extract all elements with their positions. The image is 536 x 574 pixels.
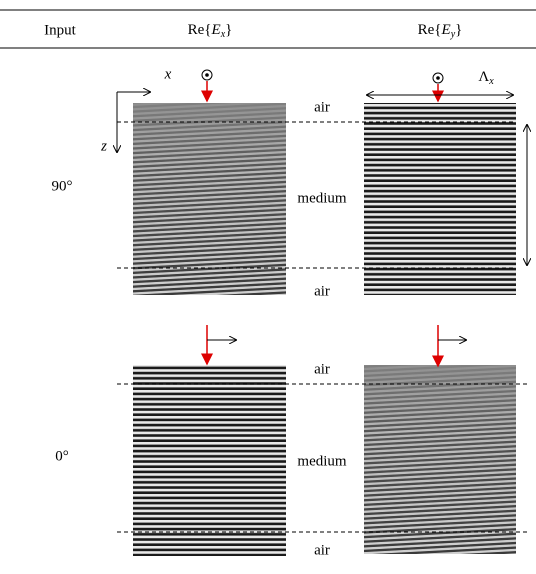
x-axis-label: x (164, 66, 172, 82)
subscript: y (450, 29, 456, 40)
out-of-plane-dot (205, 73, 209, 77)
layer-label: air (314, 542, 330, 558)
subscript: x (220, 29, 226, 40)
layer-label: air (314, 99, 330, 115)
field-image (133, 365, 286, 556)
layer-label: air (314, 283, 330, 299)
prefix: Re{ (188, 22, 212, 38)
layer-label: air (314, 361, 330, 377)
period-label: Λx (478, 69, 494, 87)
subscript: x (488, 76, 494, 87)
symbol: Λ (478, 69, 489, 85)
prefix: Re{ (418, 22, 442, 38)
out-of-plane-dot (436, 76, 440, 80)
suffix: } (225, 22, 232, 38)
symbol: E (211, 22, 221, 38)
row-label: 0° (55, 448, 69, 464)
header-ey: Re{Ey} (418, 22, 463, 40)
layer-label: medium (297, 190, 346, 206)
field-image (364, 103, 516, 295)
z-axis-label: z (100, 138, 107, 154)
row-label: 90° (52, 178, 73, 194)
header-input: Input (44, 22, 76, 38)
header-ex: Re{Ex} (188, 22, 233, 40)
suffix: } (455, 22, 462, 38)
field-shade (133, 103, 286, 295)
symbol: E (441, 22, 451, 38)
out-of-plane-icon (432, 72, 444, 84)
field-shade (364, 365, 516, 554)
out-of-plane-icon (201, 69, 213, 81)
layer-label: medium (297, 453, 346, 469)
